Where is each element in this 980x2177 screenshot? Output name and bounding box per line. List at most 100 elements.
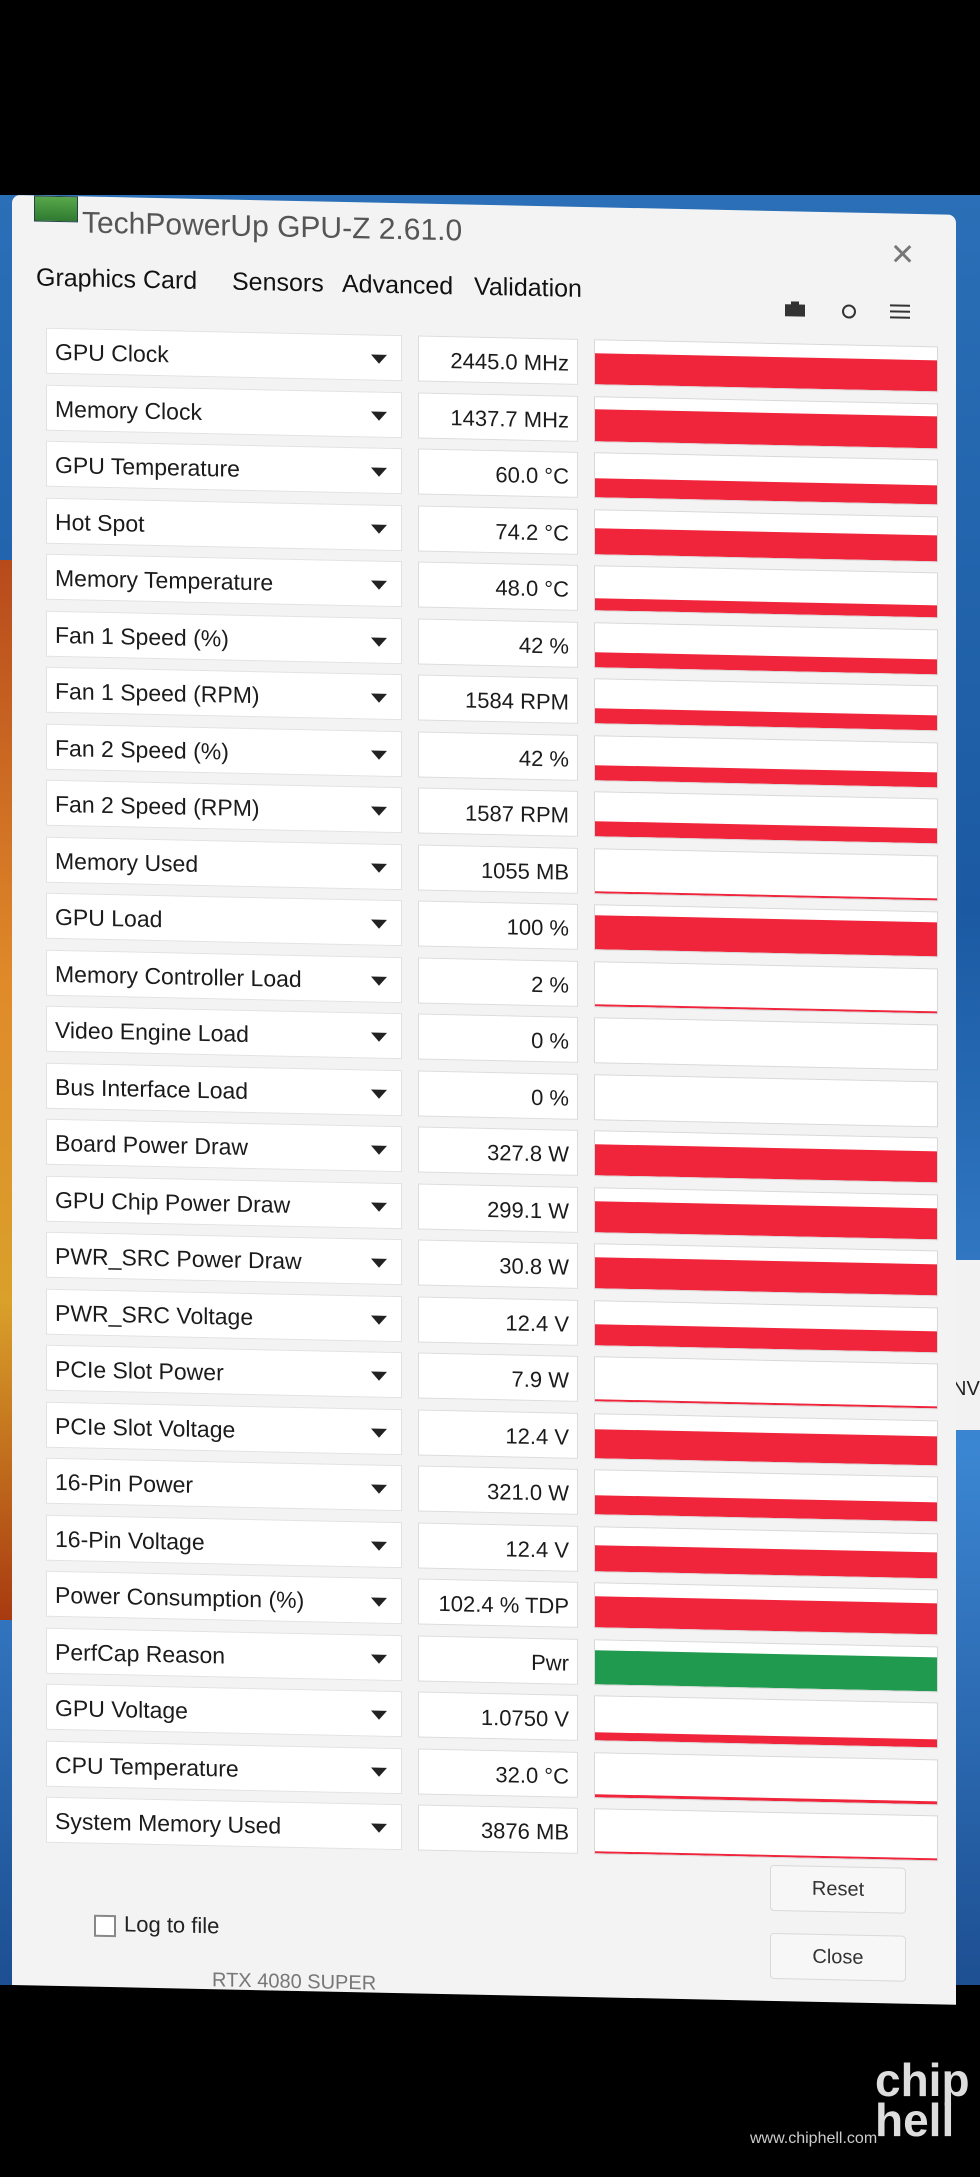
chevron-down-icon[interactable] [371,919,387,929]
chevron-down-icon[interactable] [371,750,387,760]
chevron-down-icon[interactable] [371,1597,387,1607]
close-button[interactable]: Close [770,1932,906,1982]
sensor-dropdown[interactable]: Memory Temperature [46,553,402,608]
tab-validation[interactable]: Validation [474,272,582,303]
chevron-down-icon[interactable] [371,1484,387,1494]
chevron-down-icon[interactable] [371,1315,387,1325]
sensor-dropdown[interactable]: Video Engine Load [46,1005,402,1060]
sensor-value: 3876 MB [480,1817,569,1845]
sensor-graph [594,1582,938,1636]
sensor-value: 2 % [531,971,569,998]
chevron-down-icon[interactable] [371,1032,387,1042]
chevron-down-icon[interactable] [371,637,387,647]
sensor-dropdown[interactable]: Fan 1 Speed (%) [46,610,402,664]
sensor-name: Video Engine Load [55,1016,249,1047]
sensor-dropdown[interactable]: PerfCap Reason [46,1627,402,1681]
sensor-value-box: 42 % [418,618,578,668]
sensor-graph [594,678,938,732]
sensor-value-box: 60.0 °C [418,448,578,498]
sensor-row: System Memory Used 3876 MB [46,1796,946,1866]
sensor-dropdown[interactable]: Power Consumption (%) [46,1570,402,1625]
chevron-down-icon[interactable] [371,467,387,477]
sensor-graph [594,1638,938,1692]
refresh-icon[interactable] [840,302,858,320]
log-to-file-checkbox[interactable] [94,1914,116,1938]
chevron-down-icon[interactable] [371,863,387,873]
sensor-value: 48.0 °C [495,575,569,602]
sensor-dropdown[interactable]: PWR_SRC Power Draw [46,1231,402,1286]
chevron-down-icon[interactable] [371,1371,387,1381]
close-icon[interactable]: ✕ [890,238,916,272]
sensor-graph [594,1073,938,1127]
chevron-down-icon[interactable] [371,524,387,534]
sensor-dropdown[interactable]: Memory Controller Load [46,949,402,1003]
sensor-dropdown[interactable]: Bus Interface Load [46,1062,402,1116]
chevron-down-icon[interactable] [371,1654,387,1664]
sensor-dropdown[interactable]: Fan 2 Speed (%) [46,723,402,777]
chevron-down-icon[interactable] [371,1089,387,1099]
chevron-down-icon[interactable] [371,1202,387,1212]
tab-sensors[interactable]: Sensors [232,267,324,298]
sensor-graph [594,1356,938,1410]
sensor-graph-fill [595,1062,937,1070]
sensor-dropdown[interactable]: CPU Temperature [46,1740,402,1794]
sensor-value-box: 3876 MB [418,1804,578,1854]
sensor-graph-fill [595,652,937,674]
chevron-down-icon[interactable] [371,976,387,986]
sensor-dropdown[interactable]: PCIe Slot Power [46,1344,402,1399]
chevron-down-icon[interactable] [371,1541,387,1551]
sensor-value: 7.9 W [511,1366,569,1393]
sensor-dropdown[interactable]: Board Power Draw [46,1118,402,1173]
sensor-value-box: 12.4 V [418,1522,578,1572]
chevron-down-icon[interactable] [371,693,387,703]
tab-graphics-card[interactable]: Graphics Card [36,263,198,295]
sensor-value-box: 0 % [418,1070,578,1120]
sensor-name: Fan 2 Speed (%) [55,734,229,765]
sensor-name: Memory Used [55,847,199,877]
sensor-dropdown[interactable]: Hot Spot [46,497,402,551]
sensor-dropdown[interactable]: 16-Pin Power [46,1457,402,1512]
sensor-dropdown[interactable]: 16-Pin Voltage [46,1514,402,1568]
sensor-dropdown[interactable]: System Memory Used [46,1796,402,1851]
sensor-dropdown[interactable]: GPU Load [46,892,402,947]
chevron-down-icon[interactable] [371,411,387,421]
sensor-value-box: 30.8 W [418,1239,578,1289]
chevron-down-icon[interactable] [371,1767,387,1777]
sensor-value: 299.1 W [487,1196,569,1224]
gpuz-window: TechPowerUp GPU-Z 2.61.0 ✕ Graphics Card… [12,195,956,2005]
sensor-dropdown[interactable]: PWR_SRC Voltage [46,1288,402,1342]
sensor-dropdown[interactable]: PCIe Slot Voltage [46,1401,402,1455]
sensor-dropdown[interactable]: Memory Clock [46,384,402,438]
sensor-dropdown[interactable]: GPU Voltage [46,1683,402,1738]
reset-button[interactable]: Reset [770,1864,906,1914]
sensor-value-box: 321.0 W [418,1465,578,1515]
sensor-dropdown[interactable]: Fan 1 Speed (RPM) [46,666,402,721]
sensor-dropdown[interactable]: Memory Used [46,836,402,890]
sensor-graph [594,1751,938,1805]
chevron-down-icon[interactable] [371,1428,387,1438]
sensor-graph-fill [595,528,937,561]
chevron-down-icon[interactable] [371,1258,387,1268]
chevron-down-icon[interactable] [371,806,387,816]
gpu-selector[interactable]: RTX 4080 SUPER [212,1969,377,1995]
sensor-graph-fill [595,707,937,731]
sensor-dropdown[interactable]: Fan 2 Speed (RPM) [46,779,402,834]
sensor-dropdown[interactable]: GPU Chip Power Draw [46,1175,402,1229]
chiphell-logo: chip hell [875,2054,970,2146]
sensor-name: Board Power Draw [55,1129,249,1160]
sensor-graph-fill [595,1324,937,1352]
tab-advanced[interactable]: Advanced [342,269,454,301]
sensor-value: 1587 RPM [465,800,569,828]
sensor-dropdown[interactable]: GPU Clock [46,327,402,382]
menu-icon[interactable] [890,303,910,319]
chevron-down-icon[interactable] [371,580,387,590]
sensor-dropdown[interactable]: GPU Temperature [46,440,402,495]
chevron-down-icon[interactable] [371,354,387,364]
sensor-graph [594,1017,938,1071]
chevron-down-icon[interactable] [371,1823,387,1833]
sensor-graph-fill [595,1257,937,1296]
camera-icon[interactable] [784,301,806,317]
sensor-name: GPU Load [55,903,163,933]
chevron-down-icon[interactable] [371,1145,387,1155]
chevron-down-icon[interactable] [371,1710,387,1720]
